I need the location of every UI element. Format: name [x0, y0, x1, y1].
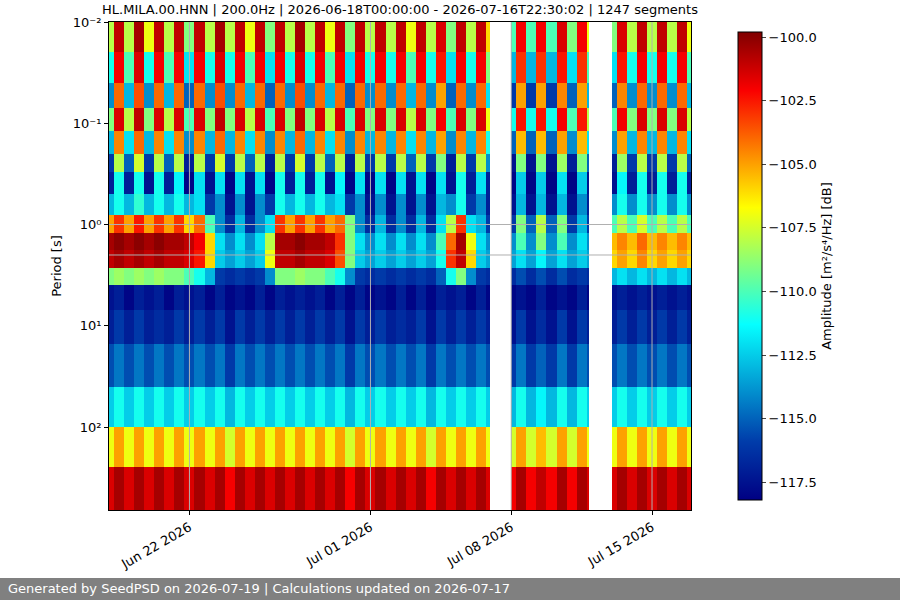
- svg-text:10²: 10²: [80, 420, 102, 435]
- svg-text:HL.MILA.00.HNN | 200.0Hz | 202: HL.MILA.00.HNN | 200.0Hz | 2026-06-18T00…: [102, 2, 698, 17]
- svg-text:Jul 08 2026: Jul 08 2026: [444, 519, 516, 569]
- svg-text:−117.5: −117.5: [769, 475, 817, 490]
- svg-text:10⁰: 10⁰: [80, 217, 102, 232]
- svg-text:10⁻¹: 10⁻¹: [73, 116, 102, 131]
- svg-text:10⁻²: 10⁻²: [73, 15, 102, 30]
- svg-text:Jul 15 2026: Jul 15 2026: [585, 519, 657, 569]
- svg-text:−115.0: −115.0: [769, 411, 817, 426]
- svg-text:−100.0: −100.0: [769, 30, 817, 45]
- svg-text:−107.5: −107.5: [769, 220, 817, 235]
- svg-text:−102.5: −102.5: [769, 93, 817, 108]
- svg-text:Amplitude [m²/s⁴/Hz] [dB]: Amplitude [m²/s⁴/Hz] [dB]: [819, 182, 834, 350]
- html-text:Generated by SeedPSD on 2026-0: Generated by SeedPSD on 2026-07-19 | Cal…: [8, 581, 510, 596]
- svg-text:Period [s]: Period [s]: [49, 235, 64, 297]
- svg-text:Jul 01 2026: Jul 01 2026: [303, 519, 375, 569]
- svg-text:Jun 22 2026: Jun 22 2026: [118, 519, 194, 572]
- svg-text:−112.5: −112.5: [769, 348, 817, 363]
- svg-text:−110.0: −110.0: [769, 284, 817, 299]
- svg-text:10¹: 10¹: [80, 318, 102, 333]
- svg-text:−105.0: −105.0: [769, 157, 817, 172]
